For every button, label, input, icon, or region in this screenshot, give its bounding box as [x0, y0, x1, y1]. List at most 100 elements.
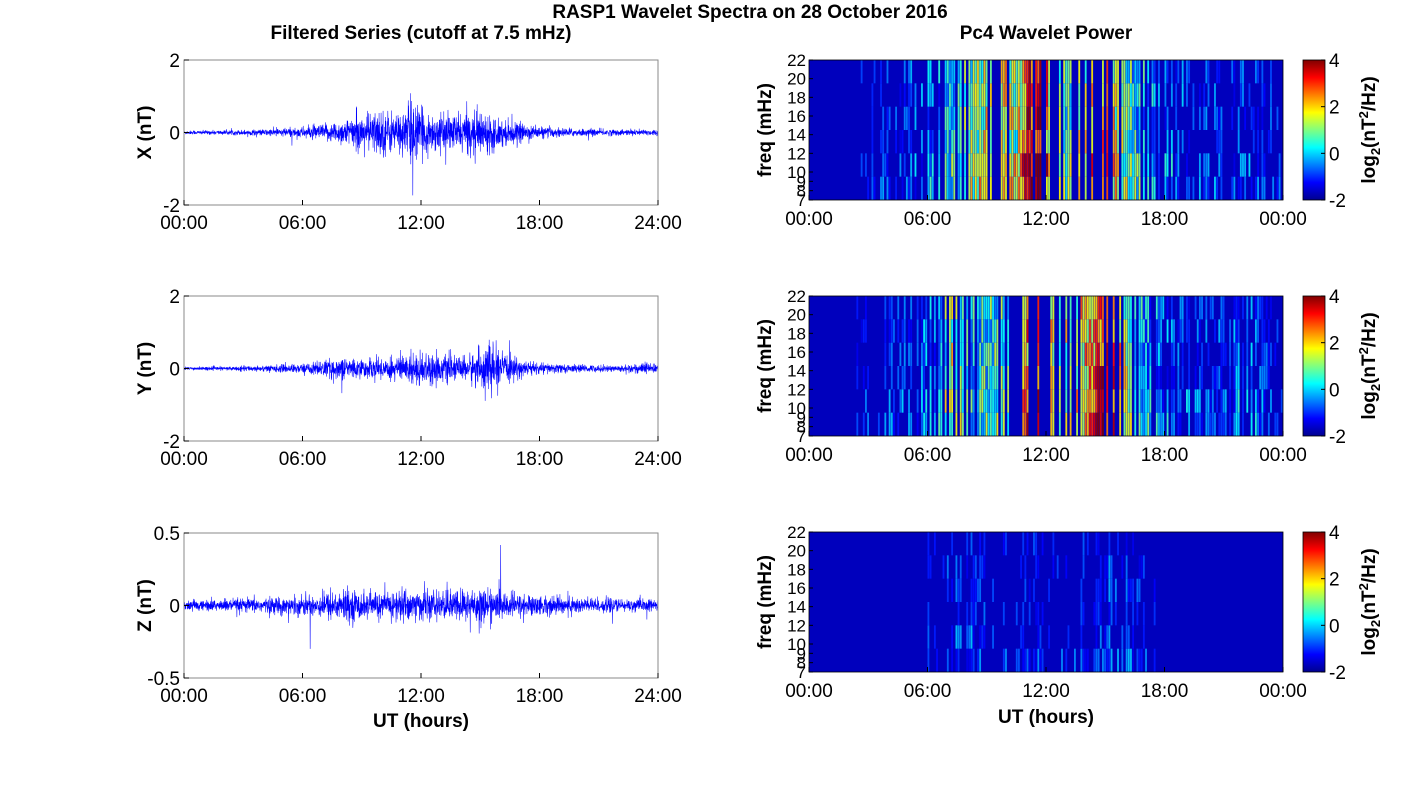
power-streak [880, 83, 882, 107]
power-streak [992, 296, 994, 320]
power-streak [1211, 389, 1214, 413]
power-streak [1151, 106, 1154, 130]
power-streak [951, 130, 954, 154]
power-streak [1067, 153, 1070, 177]
power-streak [1095, 625, 1098, 649]
power-streak [961, 412, 964, 436]
power-streak [961, 366, 964, 390]
power-streak [983, 83, 986, 107]
power-streak [966, 555, 969, 579]
power-streak [1022, 648, 1025, 672]
power-streak [1270, 389, 1272, 413]
power-streak [1065, 60, 1068, 84]
power-streak [1158, 296, 1160, 320]
power-streak [1052, 342, 1055, 366]
power-streak [1254, 389, 1257, 413]
power-streak [1130, 83, 1132, 107]
power-streak [1030, 130, 1033, 154]
power-streak [1145, 319, 1147, 343]
power-streak [1186, 389, 1188, 413]
power-streak [1140, 296, 1143, 320]
power-streak [1117, 106, 1119, 130]
power-streak [972, 555, 975, 579]
power-streak [1280, 389, 1283, 413]
power-streak [996, 412, 999, 436]
power-streak [979, 176, 982, 200]
power-streak [970, 389, 973, 413]
power-streak [1220, 153, 1223, 177]
power-streak [1089, 296, 1091, 320]
power-streak [1140, 366, 1143, 390]
power-streak [979, 625, 982, 649]
power-streak [1024, 319, 1027, 343]
power-streak [1030, 83, 1033, 107]
power-streak [970, 83, 973, 107]
power-streak [1095, 319, 1098, 343]
power-streak [1102, 648, 1104, 672]
power-streak [1170, 389, 1173, 413]
power-streak [1069, 296, 1072, 320]
power-streak [989, 106, 992, 130]
power-streak [944, 130, 947, 154]
power-streak [921, 296, 923, 320]
power-streak [1166, 412, 1169, 436]
power-streak [1125, 83, 1128, 107]
power-streak [933, 625, 936, 649]
power-streak [929, 130, 932, 154]
power-streak [983, 106, 986, 130]
power-streak [903, 60, 906, 84]
power-streak [957, 625, 960, 649]
power-streak [1024, 555, 1027, 579]
power-streak [968, 648, 971, 672]
power-streak [977, 389, 979, 413]
power-streak [977, 319, 979, 343]
power-streak [1142, 176, 1145, 200]
power-streak [1102, 83, 1104, 107]
power-streak [1123, 389, 1126, 413]
power-streak [987, 389, 990, 413]
power-streak [908, 412, 910, 436]
power-streak [856, 412, 859, 436]
power-streak [1130, 176, 1132, 200]
power-streak [1039, 648, 1042, 672]
power-streak [1024, 389, 1027, 413]
power-streak [1136, 648, 1139, 672]
power-streak [1257, 176, 1259, 200]
power-streak [1022, 366, 1025, 390]
power-streak [1024, 578, 1027, 602]
power-streak [1158, 319, 1160, 343]
colorbar-tick-label: 0 [1329, 380, 1340, 401]
power-streak [1134, 106, 1137, 130]
power-streak [1065, 342, 1068, 366]
power-streak [1209, 296, 1212, 320]
power-streak [1125, 296, 1128, 320]
x-tick-label: 00:00 [1259, 445, 1307, 466]
power-streak [1093, 296, 1096, 320]
power-streak [959, 153, 962, 177]
power-streak [1203, 153, 1206, 177]
power-streak [979, 532, 982, 556]
power-streak [1020, 83, 1022, 107]
power-streak [1117, 648, 1119, 672]
power-streak [1095, 578, 1098, 602]
power-streak [970, 412, 973, 436]
power-streak [1132, 532, 1135, 556]
power-streak [1099, 625, 1102, 649]
power-streak [1250, 176, 1253, 200]
power-streak [1181, 342, 1184, 366]
power-streak [1198, 412, 1201, 436]
y-tick-label: 9 [797, 644, 806, 663]
power-streak [957, 153, 960, 177]
power-streak [972, 648, 975, 672]
power-streak [1177, 389, 1180, 413]
power-streak [1125, 319, 1128, 343]
power-streak [1123, 412, 1126, 436]
power-streak [1151, 130, 1154, 154]
power-streak [944, 296, 947, 320]
power-streak [1175, 83, 1178, 107]
power-streak [957, 130, 960, 154]
power-streak [1162, 296, 1165, 320]
power-streak [972, 342, 975, 366]
power-streak [923, 342, 926, 366]
power-streak [970, 106, 973, 130]
